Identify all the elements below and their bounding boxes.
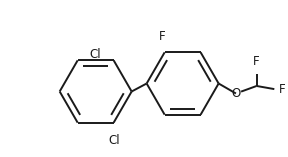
Text: F: F: [159, 30, 166, 43]
Text: Cl: Cl: [109, 134, 120, 147]
Text: F: F: [279, 83, 286, 96]
Text: F: F: [253, 55, 260, 68]
Text: Cl: Cl: [89, 48, 101, 61]
Text: O: O: [231, 87, 240, 100]
